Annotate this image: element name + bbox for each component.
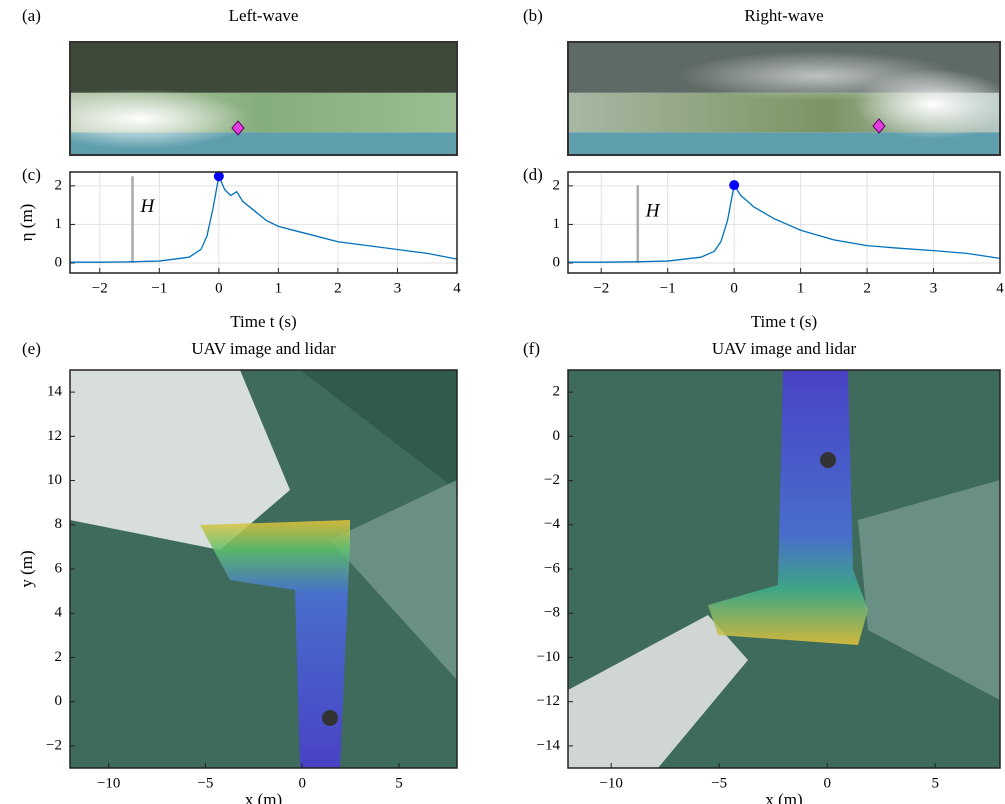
y-tick-label: 0	[55, 693, 63, 709]
x-tick-label: 4	[996, 280, 1004, 296]
x-tick-label: 3	[930, 280, 938, 296]
panel-title: Right-wave	[744, 6, 823, 25]
panel-title: UAV image and lidar	[191, 339, 336, 358]
panel-label: (c)	[22, 165, 41, 184]
y-tick-label: 0	[553, 254, 561, 270]
x-tick-label: 4	[453, 280, 461, 296]
y-tick-label: 1	[553, 216, 561, 232]
x-tick-label: 2	[334, 280, 342, 296]
panel-label: (f)	[523, 339, 540, 358]
x-axis-label: x (m)	[765, 790, 802, 804]
y-tick-label: 4	[55, 605, 63, 621]
panel-label: (b)	[523, 6, 543, 25]
y-tick-label: 0	[553, 428, 561, 444]
diamond	[231, 120, 245, 136]
x-tick-label: 0	[298, 775, 306, 791]
panel-label: (d)	[523, 165, 543, 184]
annotation: H	[140, 196, 156, 217]
panel-title: Left-wave	[229, 6, 299, 25]
x-tick-label: 3	[394, 280, 402, 296]
photo-content	[70, 42, 457, 155]
y-tick-label: 2	[553, 384, 561, 400]
foam	[70, 88, 250, 149]
x-axis-label: Time t (s)	[751, 312, 817, 331]
x-tick-label: −2	[593, 280, 609, 296]
x-tick-label: −10	[599, 775, 622, 791]
photo	[567, 41, 1001, 156]
series-line	[70, 174, 458, 263]
sky	[70, 42, 457, 93]
y-tick-label: 2	[55, 177, 63, 193]
y-tick-label: 14	[47, 384, 63, 400]
spray	[678, 50, 958, 101]
x-tick-label: −1	[151, 280, 167, 296]
x-tick-label: 2	[863, 280, 871, 296]
x-tick-label: −2	[92, 280, 108, 296]
x-tick-label: 0	[823, 775, 831, 791]
x-tick-label: −10	[97, 775, 120, 791]
uav-content	[70, 370, 457, 768]
y-tick-label: −12	[537, 693, 560, 709]
y-axis-label: y (m)	[17, 550, 36, 587]
y-tick-label: −14	[537, 737, 561, 753]
y-tick-label: −10	[537, 649, 560, 665]
uav-image	[70, 370, 457, 768]
uav-content	[568, 370, 1000, 768]
y-tick-label: −2	[544, 472, 560, 488]
x-tick-label: 1	[275, 280, 283, 296]
foam	[70, 370, 290, 550]
diamond	[872, 118, 886, 134]
lidar-cloud	[708, 370, 868, 645]
y-tick-label: 8	[55, 516, 63, 532]
x-tick-label: 5	[395, 775, 403, 791]
panel-label: (a)	[22, 6, 41, 25]
panel-label: (e)	[22, 339, 41, 358]
x-tick-label: 5	[931, 775, 939, 791]
rough-water	[858, 480, 1000, 700]
y-tick-label: 0	[55, 254, 63, 270]
lidar-cloud	[200, 520, 350, 768]
y-tick-label: 2	[55, 649, 63, 665]
y-tick-label: 1	[55, 216, 63, 232]
y-tick-label: 12	[47, 428, 62, 444]
frame	[69, 369, 458, 769]
buoy	[820, 452, 836, 468]
series-line	[568, 183, 1001, 263]
y-tick-label: −6	[544, 560, 560, 576]
frame	[69, 171, 458, 274]
y-tick-label: −2	[46, 737, 62, 753]
panel-title: UAV image and lidar	[712, 339, 857, 358]
frame	[567, 41, 1001, 156]
x-tick-label: −5	[197, 775, 213, 791]
x-axis-label: Time t (s)	[230, 312, 296, 331]
wave-face	[300, 370, 457, 490]
x-tick-label: 0	[730, 280, 738, 296]
y-tick-label: −4	[544, 516, 560, 532]
x-tick-label: 0	[215, 280, 223, 296]
peak-marker	[729, 180, 740, 191]
photo	[69, 41, 458, 156]
frame	[69, 41, 458, 156]
y-axis-label: η (m)	[17, 204, 36, 242]
uav-image	[568, 370, 1000, 768]
rough-water	[330, 480, 457, 680]
x-tick-label: −1	[660, 280, 676, 296]
y-tick-label: 2	[553, 177, 561, 193]
x-tick-label: 1	[797, 280, 805, 296]
x-tick-label: −5	[711, 775, 727, 791]
peak-marker	[213, 171, 224, 182]
frame	[567, 369, 1001, 769]
plot-bg	[70, 172, 457, 273]
water	[568, 132, 1000, 155]
foam	[568, 615, 748, 768]
y-tick-label: 6	[55, 560, 63, 576]
y-tick-label: 10	[47, 472, 62, 488]
buoy	[322, 710, 338, 726]
frame	[567, 171, 1001, 274]
photo-content	[568, 42, 1000, 155]
y-tick-label: −8	[544, 605, 560, 621]
annotation: H	[645, 200, 661, 221]
x-axis-label: x (m)	[245, 790, 282, 804]
